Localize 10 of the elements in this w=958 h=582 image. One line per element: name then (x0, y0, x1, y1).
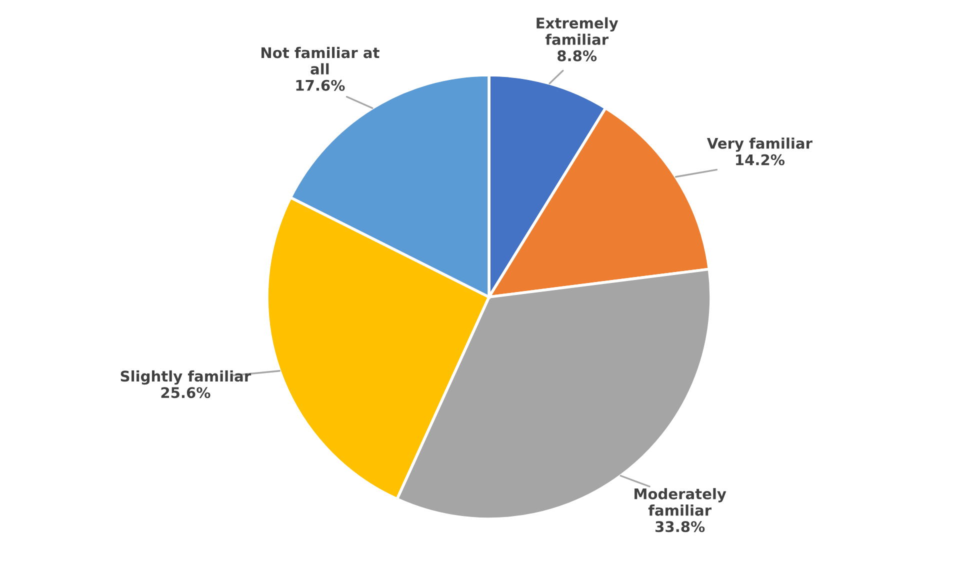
data-label: 33.8% (656, 521, 705, 532)
data-label: 25.6% (161, 387, 210, 398)
slice-label: Slightly familiar (120, 370, 252, 385)
slice-label: Not familiar at all (262, 46, 380, 75)
data-label: 14.2% (736, 154, 785, 166)
slice-label: Moderately familiar (634, 488, 726, 516)
data-label: 8.8% (558, 50, 597, 62)
slice-label: Extremely familiar (536, 17, 618, 46)
slice-label: Very familiar (706, 138, 812, 152)
data-label: 17.6% (296, 80, 345, 91)
